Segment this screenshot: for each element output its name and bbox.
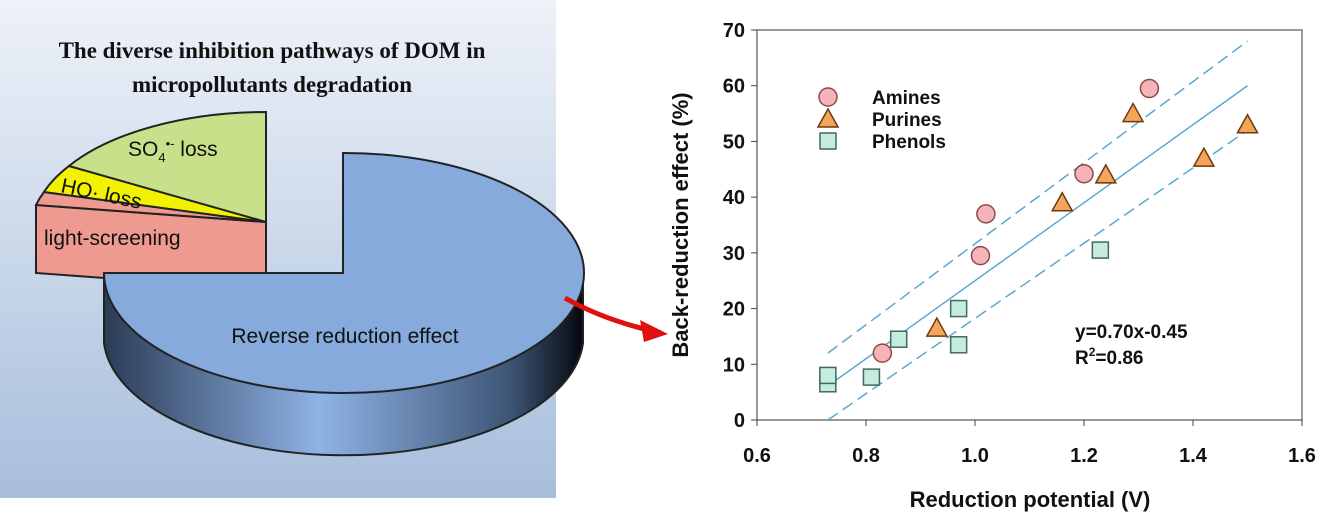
- purines-point: [1121, 102, 1145, 123]
- phenols-point: [862, 368, 881, 386]
- legend-label-purines: Purines: [872, 110, 942, 131]
- x-tick-label: 1.2: [1070, 445, 1098, 467]
- y-tick-label: 10: [723, 354, 745, 376]
- slice-reverse-reduction: Reverse reduction effect: [102, 151, 585, 457]
- legend-marker-purines: [816, 107, 840, 128]
- light-screening-label: light-screening: [44, 227, 181, 250]
- plot-area: [756, 29, 1303, 421]
- y-tick-label: 0: [734, 410, 745, 432]
- x-tick-label: 1.6: [1288, 445, 1316, 467]
- pie-title-line2: micropollutants degradation: [132, 72, 412, 97]
- purines-point: [1050, 191, 1074, 212]
- y-tick-label: 20: [723, 299, 745, 321]
- phenols-point: [819, 366, 837, 385]
- y-tick-label: 50: [723, 131, 745, 153]
- y-axis-title: Back-reduction effect (%): [668, 92, 693, 357]
- slice-so4-loss: [66, 110, 267, 224]
- x-tick-label: 1.0: [961, 445, 989, 467]
- phenols-point: [949, 299, 968, 318]
- r2-label: R2=0.86: [1075, 345, 1144, 369]
- x-tick-label: 0.8: [852, 445, 880, 467]
- phenols-point: [949, 336, 968, 354]
- legend-marker-phenols: [819, 132, 837, 150]
- amines-point: [970, 245, 991, 266]
- amines-point: [1074, 163, 1094, 184]
- pie-title-line1: The diverse inhibition pathways of DOM i…: [59, 38, 486, 63]
- x-axis-title: Reduction potential (V): [910, 487, 1151, 512]
- y-tick-label: 30: [723, 243, 745, 265]
- purines-point: [925, 316, 949, 337]
- confidence-band-lower: [827, 129, 1248, 421]
- reverse-reduction-label: Reverse reduction effect: [231, 325, 458, 348]
- amines-point: [872, 343, 893, 363]
- equation-label: y=0.70x-0.45: [1075, 322, 1188, 343]
- purines-point: [1192, 146, 1216, 167]
- phenols-point: [889, 330, 908, 348]
- y-tick-label: 40: [723, 187, 745, 209]
- red-arrow: [563, 295, 649, 333]
- red-arrowhead: [640, 320, 668, 342]
- legend-label-amines: Amines: [872, 88, 941, 109]
- legend-marker-amines: [818, 87, 838, 107]
- scatter-chart: 0.6 0.8 1.0 1.2 1.4 1.6 0 10 20 30 40 50 60 70 Amines…: [668, 20, 1316, 512]
- amines-point: [976, 204, 996, 224]
- x-tick-label: 1.4: [1179, 445, 1208, 467]
- confidence-band-upper: [827, 40, 1248, 354]
- pie-panel: The diverse inhibition pathways of DOM i…: [0, 0, 668, 498]
- pie-top: [102, 151, 585, 394]
- y-tick-label: 70: [723, 20, 745, 42]
- phenols-point: [1091, 241, 1110, 259]
- y-tick-label: 60: [723, 76, 745, 98]
- x-tick-label: 0.6: [743, 445, 771, 467]
- so4-loss-label: SO4•- loss: [128, 136, 218, 165]
- amines-point: [1139, 78, 1160, 99]
- purines-point: [1094, 163, 1118, 184]
- legend-label-phenols: Phenols: [872, 132, 946, 153]
- purines-point: [1236, 113, 1259, 134]
